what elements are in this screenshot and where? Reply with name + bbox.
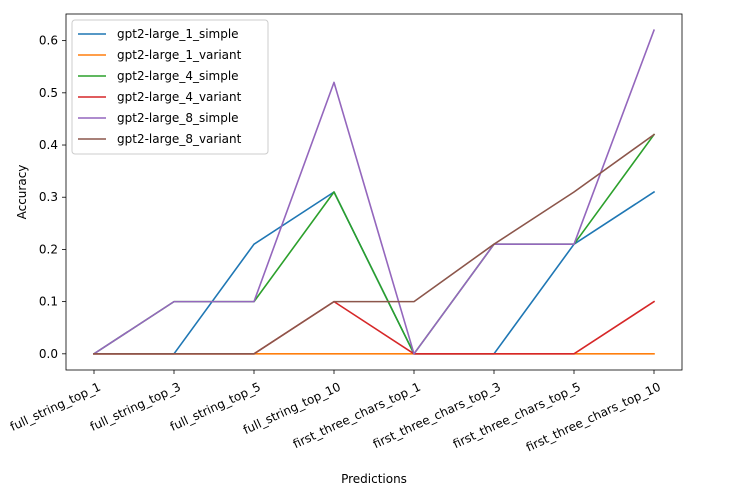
x-tick-label: full_string_top_1 xyxy=(8,380,103,434)
legend-label: gpt2-large_4_simple xyxy=(117,69,239,83)
series-line-5 xyxy=(92,29,656,355)
y-tick-label: 0.1 xyxy=(39,295,58,309)
y-tick-label: 0.0 xyxy=(39,347,58,361)
legend-label: gpt2-large_4_variant xyxy=(117,90,242,104)
legend-label: gpt2-large_1_simple xyxy=(117,27,239,41)
plot-area xyxy=(65,13,683,371)
x-axis-title: Predictions xyxy=(341,472,407,486)
y-tick-label: 0.6 xyxy=(39,34,58,48)
legend-label: gpt2-large_1_variant xyxy=(117,48,242,62)
axes-frame xyxy=(65,13,683,371)
x-axis-ticks: full_string_top_1full_string_top_3full_s… xyxy=(8,370,663,454)
y-tick-label: 0.3 xyxy=(39,190,58,204)
legend-label: gpt2-large_8_simple xyxy=(117,111,239,125)
y-tick-label: 0.5 xyxy=(39,86,58,100)
x-tick-label: first_three_chars_top_3 xyxy=(371,380,503,452)
y-axis-ticks: 0.0 0.1 0.2 0.3 0.4 0.5 0.6 xyxy=(39,34,66,361)
y-tick-label: 0.2 xyxy=(39,242,58,256)
x-tick-label: full_string_top_3 xyxy=(88,380,183,434)
y-tick-label: 0.4 xyxy=(39,138,58,152)
legend: gpt2-large_1_simple gpt2-large_1_variantg… xyxy=(71,19,269,155)
y-axis-title: Accuracy xyxy=(15,165,29,220)
x-tick-label: first_three_chars_top_1 xyxy=(291,380,423,452)
series-line-4 xyxy=(93,300,656,355)
legend-box xyxy=(71,19,269,155)
series-line-6 xyxy=(93,133,656,355)
series-layer xyxy=(92,29,656,355)
x-tick-label: first_three_chars_top_10 xyxy=(524,380,663,455)
x-tick-label: first_three_chars_top_5 xyxy=(451,380,583,452)
legend-label: gpt2-large_8_variant xyxy=(117,132,242,146)
